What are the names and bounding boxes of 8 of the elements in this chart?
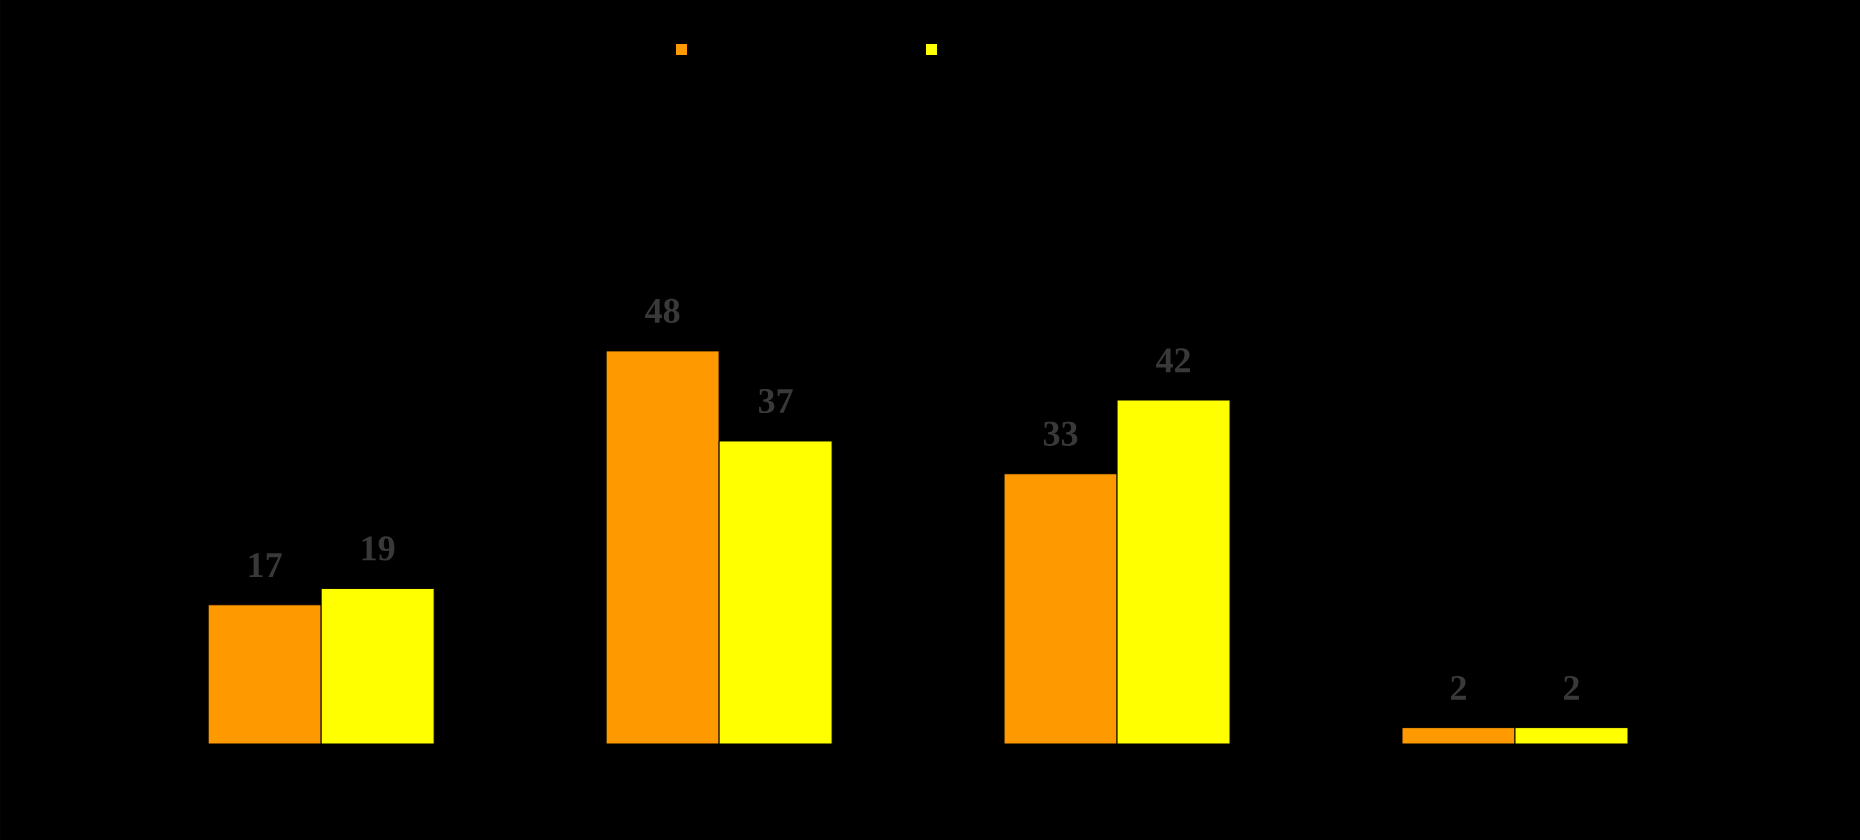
- data-label: 2: [1451, 675, 1466, 700]
- data-label: 2: [1564, 675, 1579, 700]
- data-label: 33: [1043, 421, 1078, 446]
- data-label: 48: [645, 298, 680, 324]
- data-label: 42: [1156, 348, 1191, 373]
- data-label: 19: [362, 536, 395, 561]
- data-label: 37: [758, 388, 793, 414]
- data-label: 17: [249, 553, 282, 577]
